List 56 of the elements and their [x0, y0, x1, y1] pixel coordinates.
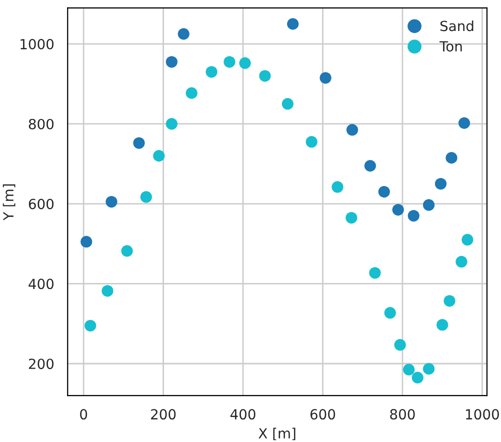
x-tick-label: 800	[390, 409, 415, 420]
y-tick-label: 1000	[20, 38, 54, 50]
point	[462, 234, 474, 246]
point	[224, 56, 236, 68]
x-tick-label: 1000	[466, 409, 499, 420]
point	[392, 204, 404, 216]
point	[458, 117, 470, 129]
y-tick-label: 800	[28, 118, 54, 130]
point	[408, 210, 420, 222]
point	[320, 72, 332, 84]
point	[422, 363, 435, 375]
point	[434, 178, 447, 190]
point	[446, 152, 458, 164]
point	[259, 70, 271, 82]
y-tick-label: 400	[28, 278, 54, 290]
point	[332, 181, 344, 193]
point	[422, 199, 435, 211]
legend-label: Sand	[440, 20, 474, 32]
point	[186, 87, 198, 99]
point	[80, 236, 92, 248]
point	[166, 118, 178, 130]
point	[102, 285, 114, 297]
point	[166, 56, 178, 68]
point	[84, 320, 96, 332]
x-tick-label: 200	[151, 409, 176, 420]
point	[239, 57, 251, 69]
point	[436, 319, 448, 331]
point	[106, 196, 118, 208]
point	[412, 372, 424, 384]
point	[378, 186, 390, 198]
point	[306, 136, 318, 148]
point	[369, 267, 381, 279]
point	[282, 98, 294, 110]
point	[346, 212, 358, 224]
y-axis-title: Y [m]	[2, 184, 16, 220]
point	[364, 160, 376, 172]
point	[140, 191, 152, 203]
legend-label: Ton	[439, 41, 462, 52]
point	[133, 137, 145, 149]
point	[153, 150, 165, 162]
x-tick-label: 400	[230, 409, 256, 420]
point	[384, 307, 396, 319]
point	[206, 66, 218, 78]
point	[444, 295, 456, 307]
y-tick-label: 600	[28, 198, 54, 210]
point	[403, 364, 415, 376]
y-tick-label: 200	[28, 358, 54, 370]
x-tick-label: 600	[310, 409, 336, 420]
point	[456, 256, 468, 268]
point	[287, 18, 299, 30]
point	[178, 28, 190, 40]
point	[346, 124, 358, 136]
x-tick-label: 0	[80, 409, 88, 420]
x-axis-title: X [m]	[258, 428, 296, 440]
point	[394, 339, 406, 351]
point	[121, 245, 133, 257]
